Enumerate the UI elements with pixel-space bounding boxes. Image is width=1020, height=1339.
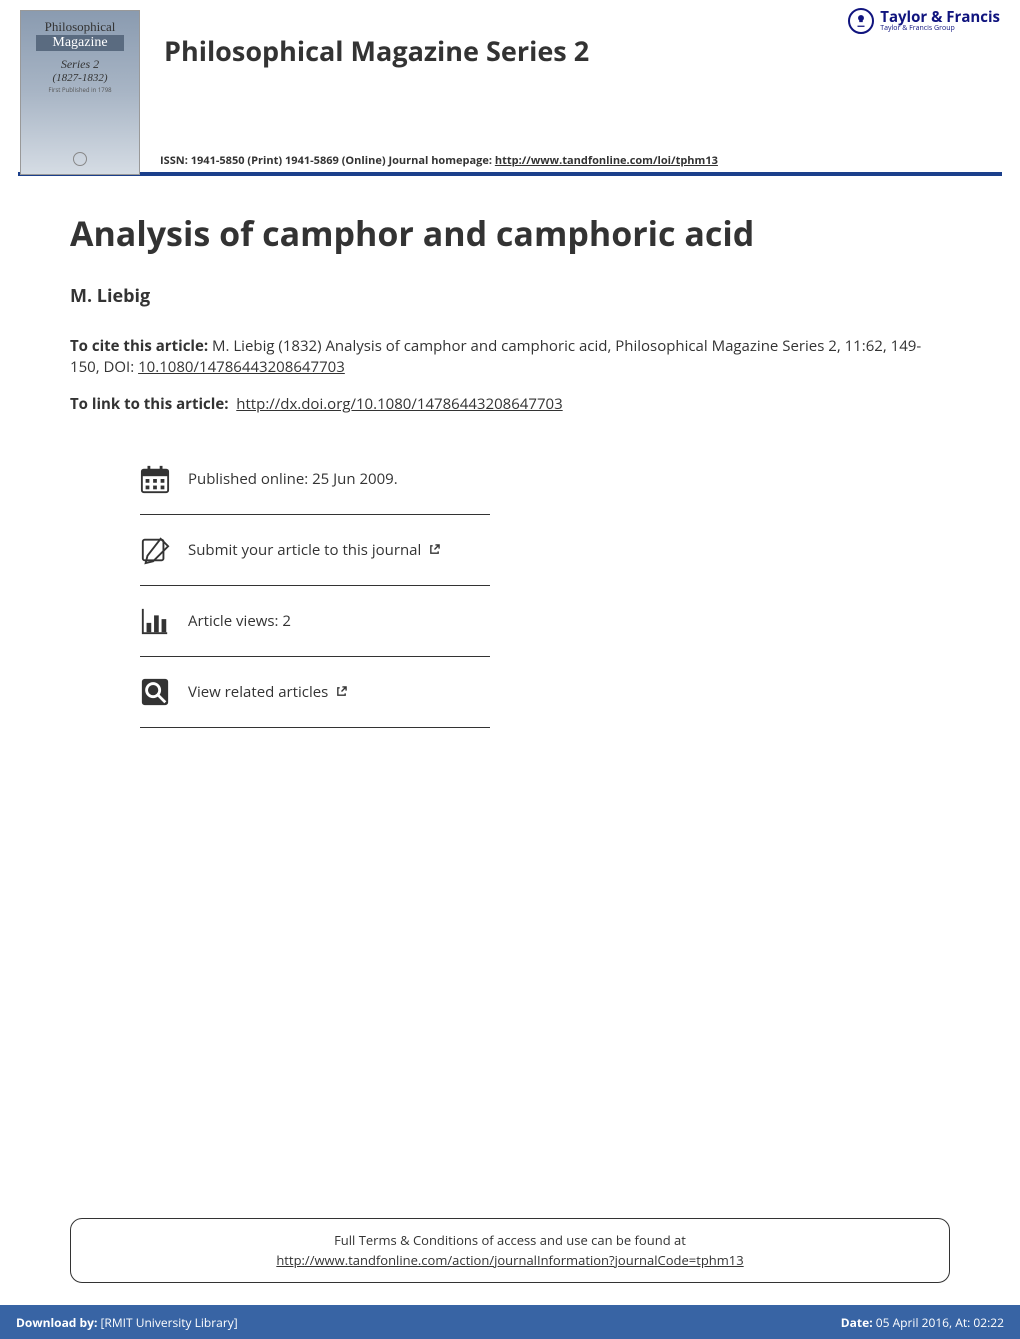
download-date: Date: 05 April 2016, At: 02:22 <box>841 1314 1004 1331</box>
content: Analysis of camphor and camphoric acid M… <box>0 176 1020 728</box>
external-link-icon <box>336 682 347 702</box>
download-label: Download by: <box>16 1314 97 1331</box>
download-by: Download by: [RMIT University Library] <box>16 1314 238 1331</box>
article-author: M. Liebig <box>70 284 950 308</box>
publisher-lamp-icon <box>848 8 874 34</box>
download-bar: Download by: [RMIT University Library] D… <box>0 1305 1020 1339</box>
external-link-icon <box>429 540 440 560</box>
action-article-views: Article views: 2 <box>140 586 490 657</box>
cover-years: (1827-1832) <box>53 72 108 84</box>
calendar-icon <box>140 464 170 494</box>
related-icon <box>140 677 170 707</box>
journal-title: Philosophical Magazine Series 2 <box>164 32 589 69</box>
terms-link[interactable]: http://www.tandfonline.com/action/journa… <box>276 1251 743 1269</box>
action-published-online: Published online: 25 Jun 2009. <box>140 444 490 515</box>
publisher-name: Taylor & Francis <box>880 10 1000 25</box>
cover-title-line2: Magazine <box>36 35 123 51</box>
cover-publisher-badge <box>73 152 87 166</box>
date-label: Date: <box>841 1314 873 1331</box>
cover-first-published: First Published in 1798 <box>48 86 111 94</box>
date-value: 05 April 2016, At: 02:22 <box>873 1314 1004 1331</box>
link-row: To link to this article: http://dx.doi.o… <box>70 394 950 414</box>
doi-link[interactable]: 10.1080/14786443208647703 <box>138 357 345 377</box>
cover-title-line1: Philosophical <box>45 19 116 35</box>
published-text: Published online: 25 Jun 2009. <box>188 469 398 489</box>
publisher-tagline: Taylor & Francis Group <box>880 25 1000 32</box>
submit-text: Submit your article to this journal <box>188 540 421 560</box>
publisher-logo[interactable]: Taylor & Francis Taylor & Francis Group <box>848 8 1000 34</box>
cite-label: To cite this article: <box>70 336 208 356</box>
views-chart-icon <box>140 606 170 636</box>
article-title: Analysis of camphor and camphoric acid <box>70 210 950 256</box>
submit-icon <box>140 535 170 565</box>
action-submit-article[interactable]: Submit your article to this journal <box>140 515 490 586</box>
action-related-articles[interactable]: View related articles <box>140 657 490 728</box>
journal-cover-thumbnail[interactable]: Philosophical Magazine Series 2 (1827-18… <box>20 10 140 175</box>
action-list: Published online: 25 Jun 2009. Submit yo… <box>140 444 950 728</box>
views-text: Article views: 2 <box>188 611 291 631</box>
cover-series: Series 2 <box>61 57 99 72</box>
article-link[interactable]: http://dx.doi.org/10.1080/14786443208647… <box>236 394 562 414</box>
terms-footer: Full Terms & Conditions of access and us… <box>70 1218 950 1283</box>
citation: To cite this article: M. Liebig (1832) A… <box>70 336 950 378</box>
header: Philosophical Magazine Series 2 (1827-18… <box>0 0 1020 175</box>
footer-line1: Full Terms & Conditions of access and us… <box>334 1231 686 1249</box>
link-label: To link to this article: <box>70 394 228 414</box>
related-text: View related articles <box>188 682 328 702</box>
download-institution: [RMIT University Library] <box>97 1314 237 1331</box>
